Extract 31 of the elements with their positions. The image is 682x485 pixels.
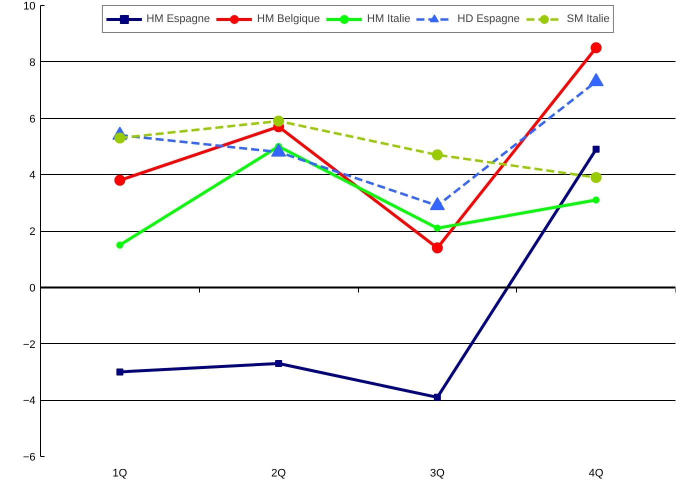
point <box>114 174 126 186</box>
y-tick-label: 4 <box>29 170 36 182</box>
x-tick-label: 2Q <box>271 468 286 480</box>
point <box>116 368 124 376</box>
point <box>432 242 443 254</box>
legend-label: SM Italie <box>566 13 610 25</box>
point <box>590 42 602 54</box>
point <box>434 224 441 232</box>
legend-label: HM Espagne <box>146 13 210 25</box>
point <box>592 146 600 153</box>
point <box>273 116 284 127</box>
y-tick-label: −6 <box>22 452 36 464</box>
point <box>434 394 441 401</box>
point <box>275 360 282 367</box>
y-tick-label: 0 <box>29 282 36 294</box>
legend-label: HM Belgique <box>257 13 320 25</box>
point <box>116 242 124 249</box>
point <box>590 172 602 183</box>
legend-label: HM Italie <box>367 13 410 25</box>
y-tick-label: 2 <box>29 226 36 238</box>
legend-label: HD Espagne <box>457 13 520 25</box>
y-tick-label: 6 <box>29 113 36 126</box>
x-tick-label: 1Q <box>112 468 128 480</box>
y-tick-label: 8 <box>29 56 36 69</box>
x-tick-label: 4Q <box>588 468 604 480</box>
y-tick-label: −4 <box>22 395 36 408</box>
y-tick-label: 10 <box>23 0 36 12</box>
point <box>432 149 443 160</box>
y-tick-label: −2 <box>22 338 36 351</box>
point <box>592 196 600 204</box>
x-tick-label: 3Q <box>430 468 446 480</box>
